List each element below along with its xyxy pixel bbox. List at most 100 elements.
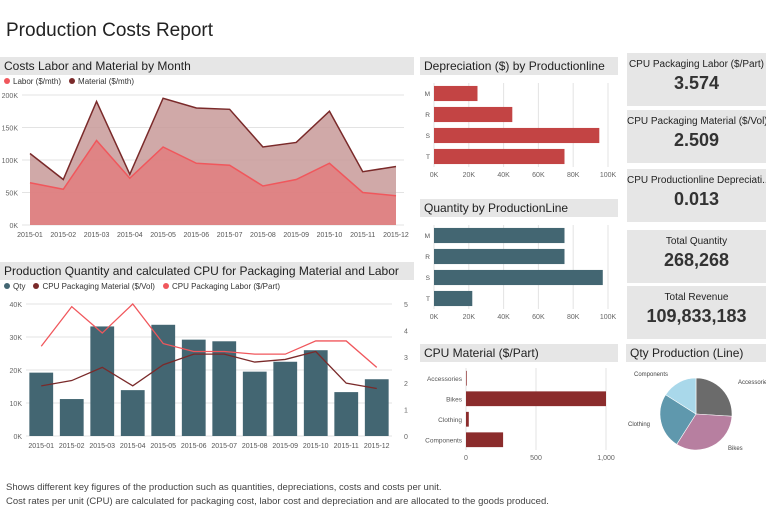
x-tick-label: 2015-11	[334, 443, 359, 450]
y-tick-label: 100K	[2, 158, 19, 165]
footer-description: Shows different key figures of the produ…	[6, 481, 549, 509]
depreciation-chart-panel: Depreciation ($) by Productionline 0K 20K…	[420, 57, 618, 182]
y-tick-label: 50K	[6, 191, 19, 198]
legend-label-cpu-material: CPU Packaging Material ($/Vol)	[42, 281, 155, 291]
costs-area-chart: 0K 50K 100K 150K 200K 2015-01 2015-02 2015-03 20…	[2, 93, 409, 239]
qty-bar	[29, 372, 54, 436]
kpi-value: 3.574	[673, 73, 720, 93]
category-label: Bikes	[446, 396, 463, 403]
combo-chart-panel: Production Quantity and calculated CPU f…	[0, 262, 414, 452]
combo-legend: Qty CPU Packaging Material ($/Vol) CPU P…	[0, 280, 414, 292]
x-tick-label: 2015-08	[242, 443, 268, 450]
y-right-tick-label: 0	[404, 434, 408, 441]
y-tick-label: 0K	[9, 223, 18, 230]
cpu-material-chart-panel: CPU Material ($/Part) 0 500 1,000 Accessori…	[420, 344, 618, 466]
labor-legend-dot	[4, 78, 10, 84]
kpi-value: 2.509	[673, 130, 720, 150]
x-tick-label: 2015-09	[272, 443, 298, 450]
material-line	[29, 97, 397, 181]
legend-label-labor: Labor ($/mth)	[13, 76, 62, 86]
pie-slice	[695, 377, 733, 417]
legend-label-qty: Qty	[13, 281, 26, 291]
x-tick-label: 20K	[463, 172, 476, 179]
x-tick-label: 2015-10	[317, 232, 343, 239]
cpu-labor-legend-dot	[162, 283, 169, 289]
legend-item-cpu-labor[interactable]: CPU Packaging Labor ($/Part)	[162, 281, 281, 291]
kpi-card-total-revenue: Total Revenue 109,833,183	[627, 286, 766, 339]
legend-item-qty[interactable]: Qty	[4, 282, 25, 291]
bar	[434, 269, 603, 286]
y-left-tick-label: 40K	[10, 302, 23, 309]
x-tick-label: 20K	[463, 314, 476, 321]
cpu-material-line	[41, 350, 377, 390]
bar	[434, 227, 565, 244]
x-tick-label: 2015-02	[59, 443, 85, 450]
y-tick-label: 200K	[2, 93, 19, 100]
depreciation-bar-chart: 0K 20K 40K 60K 80K 100K M R S T	[425, 83, 616, 179]
pie-slice	[665, 377, 697, 415]
legend-item-labor[interactable]: Labor ($/mth)	[4, 77, 61, 86]
x-tick-label: 40K	[497, 172, 510, 179]
qty-production-pie-chart: Accessories Bikes Clothing Components	[628, 372, 768, 452]
x-tick-label: 2015-11	[350, 232, 375, 239]
depreciation-chart-title: Depreciation ($) by Productionline	[420, 57, 618, 75]
bar	[466, 432, 504, 448]
legend-item-cpu-material[interactable]: CPU Packaging Material ($/Vol)	[33, 282, 155, 291]
qty-bar	[273, 361, 298, 436]
kpi-label: Total Quantity	[665, 236, 728, 247]
kpi-card-cpu-material: CPU Packaging Material ($/Vol) 2.509	[627, 110, 766, 163]
bar	[434, 290, 473, 307]
x-tick-label: 2015-01	[17, 232, 43, 239]
kpi-label: CPU Packaging Labor ($/Part)	[628, 59, 765, 70]
bar	[466, 411, 469, 427]
legend-item-material[interactable]: Material ($/mth)	[69, 77, 134, 86]
bar	[466, 370, 467, 386]
x-tick-label: 2015-04	[117, 232, 143, 239]
x-tick-label: 60K	[532, 314, 545, 321]
costs-area-chart-panel: Costs Labor and Material by Month Labor …	[0, 57, 414, 245]
qty-bar	[212, 341, 237, 436]
x-tick-label: 100K	[600, 314, 617, 321]
x-tick-label: 2015-06	[181, 443, 207, 450]
x-tick-label: 0K	[430, 172, 439, 179]
category-label: M	[425, 233, 430, 240]
combo-chart: 0K 10K 20K 30K 40K 0 1 2 3 4 5 2015-01 2015-02 2015-0…	[10, 302, 408, 450]
qty-bar	[242, 371, 267, 436]
x-tick-label: 2015-04	[120, 443, 146, 450]
x-tick-label: 2015-12	[364, 443, 390, 450]
kpi-value: 0.013	[673, 189, 720, 209]
bar	[434, 248, 565, 265]
x-tick-label: 2015-12	[383, 232, 409, 239]
quantity-chart-panel: Quantity by ProductionLine 0K 20K 40K 60K 80…	[420, 199, 618, 324]
x-tick-label: 2015-08	[250, 232, 276, 239]
kpi-label: CPU Productionline Depreciati...	[627, 175, 766, 186]
kpi-value: 109,833,183	[646, 306, 747, 326]
kpi-label: Total Revenue	[664, 292, 729, 303]
bar	[434, 148, 565, 165]
qty-bar	[90, 326, 115, 436]
cpu-material-bar-chart: 0 500 1,000 Accessories Bikes Clothing Compone…	[425, 368, 615, 462]
x-tick-label: 80K	[567, 172, 580, 179]
quantity-bar-chart: 0K 20K 40K 60K 80K 100K M R S T	[425, 225, 617, 321]
pie-slice-label: Accessories	[738, 380, 766, 386]
category-label: S	[426, 133, 431, 140]
pie-slice	[659, 394, 697, 445]
qty-production-pie-title: Qty Production (Line)	[626, 344, 766, 362]
x-tick-label: 2015-07	[211, 443, 237, 450]
bar	[466, 391, 606, 407]
qty-bar	[364, 379, 389, 436]
kpi-value: 268,268	[663, 250, 730, 270]
y-left-tick-label: 20K	[10, 368, 23, 375]
x-tick-label: 2015-09	[283, 232, 309, 239]
x-tick-label: 2015-03	[89, 443, 115, 450]
x-tick-label: 2015-10	[303, 443, 329, 450]
material-legend-dot	[69, 78, 76, 84]
legend-label-material: Material ($/mth)	[78, 76, 135, 86]
category-label: T	[426, 296, 430, 303]
labor-line	[29, 139, 397, 197]
qty-bar	[303, 350, 328, 436]
x-tick-label: 60K	[532, 172, 545, 179]
legend-label-cpu-labor: CPU Packaging Labor ($/Part)	[171, 281, 281, 291]
bar	[434, 127, 600, 144]
qty-bar	[334, 392, 359, 436]
